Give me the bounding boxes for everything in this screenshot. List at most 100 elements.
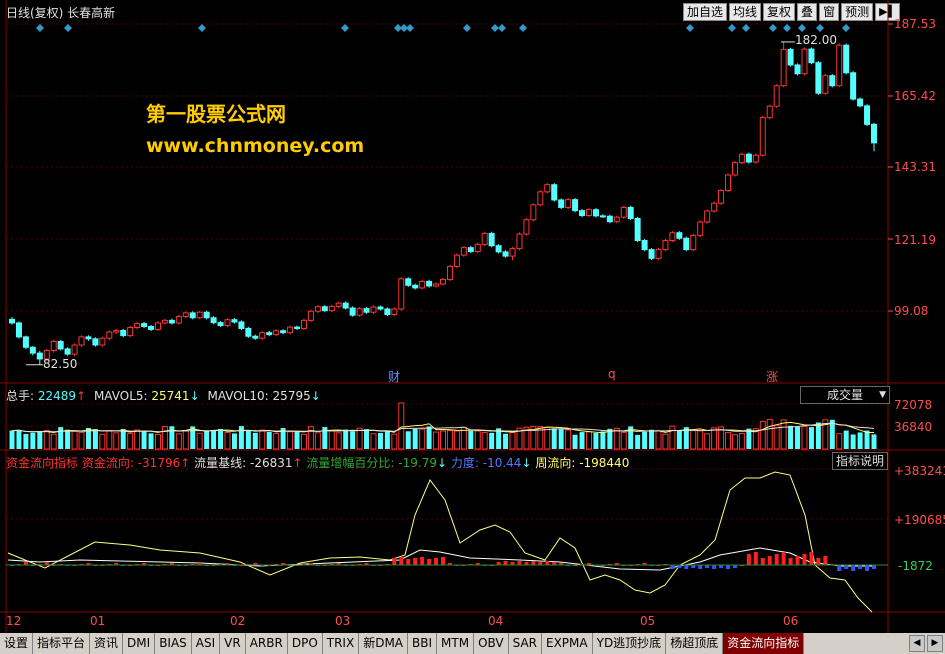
flow-bar	[427, 559, 432, 565]
candle-body	[113, 329, 120, 333]
event-diamond[interactable]	[498, 24, 506, 32]
chevron-down-icon: ▼	[879, 390, 886, 400]
candle-body	[64, 348, 71, 355]
flow-bar	[760, 558, 765, 565]
volume-bar	[551, 428, 557, 449]
forecast-button[interactable]: 预测	[841, 3, 874, 21]
tab-bias[interactable]: BIAS	[155, 633, 192, 654]
event-diamond[interactable]	[198, 24, 206, 32]
event-diamond[interactable]	[816, 24, 824, 32]
price-tick: 99.08	[894, 304, 929, 318]
volume-bar	[503, 433, 509, 449]
candle-body	[141, 323, 148, 328]
candle-body	[683, 237, 690, 251]
event-diamond[interactable]	[64, 24, 72, 32]
volume-bar	[655, 430, 662, 450]
tab-expma[interactable]: EXPMA	[542, 633, 593, 654]
event-diamond[interactable]	[769, 24, 777, 32]
candle-body	[725, 174, 732, 192]
event-diamond[interactable]	[400, 24, 408, 32]
volume-bar	[71, 430, 78, 450]
indicator-tick: +190685	[894, 513, 945, 527]
scroll-left-icon[interactable]: ◀	[909, 635, 925, 652]
flow-bar	[447, 563, 452, 565]
candle-body	[231, 319, 238, 323]
event-diamond[interactable]	[728, 24, 736, 32]
candle-body	[738, 153, 745, 164]
event-marker-rise[interactable]: 涨	[766, 370, 779, 384]
event-diamond[interactable]	[36, 24, 44, 32]
candle-body	[551, 184, 558, 201]
event-diamond[interactable]	[406, 24, 414, 32]
volume-indicator-select[interactable]: 成交量 ▼	[800, 386, 890, 404]
flow-bar	[225, 563, 230, 565]
volume-bar	[537, 426, 544, 450]
volume-bar	[294, 431, 300, 449]
volume-bar	[266, 432, 272, 449]
volume-bar	[16, 429, 22, 449]
tab-arbr[interactable]: ARBR	[246, 633, 288, 654]
volume-bar	[766, 419, 773, 450]
moving-average-button[interactable]: 均线	[729, 3, 762, 21]
tab-mtm[interactable]: MTM	[437, 633, 475, 654]
volume-bar	[600, 431, 606, 449]
event-diamond[interactable]	[783, 24, 791, 32]
add-favorite-button[interactable]: 加自选	[683, 3, 728, 21]
tab-yang-chao-top-bottom[interactable]: 杨超顶底	[666, 633, 724, 654]
flow-bar	[308, 563, 313, 565]
tab-news[interactable]: 资讯	[90, 633, 124, 654]
tab-asi[interactable]: ASI	[192, 633, 221, 654]
volume-bar	[412, 428, 418, 449]
tab-vr[interactable]: VR	[220, 633, 246, 654]
event-marker-finance[interactable]: 财	[388, 370, 401, 384]
flow-bar	[517, 561, 522, 565]
indicator-tab-bar: 设置 指标平台 资讯 DMI BIAS ASI VR ARBR DPO TRIX…	[0, 633, 945, 654]
tab-yd-escape-bottom[interactable]: YD逃顶抄底	[593, 633, 667, 654]
weekly-flow-line	[7, 471, 873, 613]
tab-money-flow[interactable]: 资金流向指标	[723, 633, 805, 654]
window-button[interactable]: 窗	[819, 3, 840, 21]
tab-dpo[interactable]: DPO	[288, 633, 323, 654]
price-tick: 121.19	[894, 233, 936, 247]
event-diamond[interactable]	[742, 24, 750, 32]
event-diamond[interactable]	[341, 24, 349, 32]
event-diamond[interactable]	[394, 24, 402, 32]
candle-body	[669, 232, 676, 242]
scroll-right-icon[interactable]: ▶	[927, 635, 943, 652]
flow-bar	[524, 562, 529, 565]
tab-new-dma[interactable]: 新DMA	[359, 633, 409, 654]
flow-bar	[774, 554, 779, 565]
candle-body	[127, 326, 134, 337]
force-label: 力度:	[450, 456, 479, 470]
candle-body	[530, 204, 537, 221]
event-diamond[interactable]	[686, 24, 694, 32]
tab-sar[interactable]: SAR	[509, 633, 542, 654]
tab-trix[interactable]: TRIX	[323, 633, 360, 654]
event-diamond[interactable]	[798, 24, 806, 32]
total-volume-label: 总手:	[6, 389, 35, 403]
flow-bar	[586, 563, 591, 565]
event-diamond[interactable]	[842, 24, 850, 32]
indicator-help-button[interactable]: 指标说明	[832, 452, 888, 470]
volume-bar	[620, 432, 627, 450]
adjust-price-button[interactable]: 复权	[763, 3, 796, 21]
event-diamond[interactable]	[519, 24, 527, 32]
event-marker-q[interactable]: q	[608, 367, 616, 381]
candle-body	[704, 210, 711, 223]
tab-indicator-platform[interactable]: 指标平台	[33, 633, 91, 654]
flow-bar	[781, 552, 786, 565]
week-label: 周流向:	[535, 456, 576, 470]
volume-bar	[259, 429, 266, 450]
event-diamond[interactable]	[463, 24, 471, 32]
candle-body	[328, 305, 335, 312]
tab-obv[interactable]: OBV	[474, 633, 509, 654]
overlay-button[interactable]: 叠	[797, 3, 818, 21]
flow-bar	[392, 558, 397, 565]
event-diamond[interactable]	[491, 24, 499, 32]
tab-settings[interactable]: 设置	[0, 633, 34, 654]
tab-dmi[interactable]: DMI	[123, 633, 156, 654]
tab-bbi[interactable]: BBI	[408, 633, 438, 654]
candle-body	[245, 327, 252, 337]
flow-value: -31796	[137, 456, 181, 470]
week-value: -198440	[579, 456, 630, 470]
